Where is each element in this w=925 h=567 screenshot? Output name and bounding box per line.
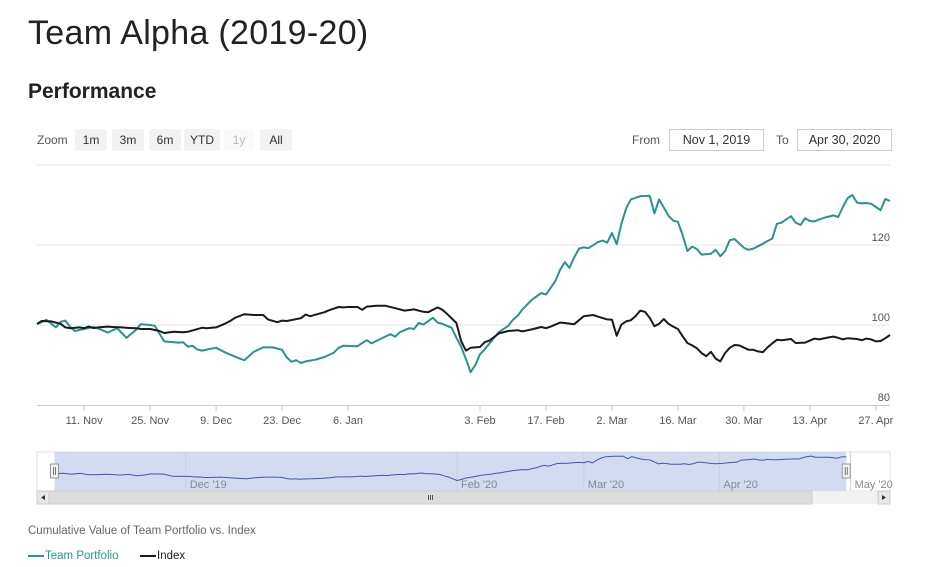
zoom-1y-button: 1y — [224, 129, 254, 151]
x-tick-label: 23. Dec — [263, 415, 301, 427]
navigator-label: Mar '20 — [588, 479, 624, 491]
y-tick-label: 80 — [878, 392, 890, 404]
x-tick-label: 16. Mar — [659, 415, 697, 427]
from-label: From — [632, 133, 660, 147]
legend-team-portfolio[interactable]: Team Portfolio — [28, 550, 119, 562]
zoom-ytd-button[interactable]: YTD — [184, 129, 220, 151]
navigator-series-line — [54, 455, 847, 482]
zoom-label: Zoom — [37, 133, 68, 147]
navigator-label: Feb '20 — [461, 479, 497, 491]
handle-body — [49, 463, 59, 479]
section-title: Performance — [28, 80, 157, 103]
scrollbar — [36, 490, 891, 505]
x-axis-ticks: 11. Nov 25. Nov 9. Dec 23. Dec 6. Jan 3. Feb 1… — [66, 405, 894, 427]
chart-series — [36, 194, 891, 374]
x-tick-label: 11. Nov — [66, 415, 104, 427]
legend-label-team: Team Portfolio — [45, 550, 119, 562]
to-label: To — [776, 133, 789, 147]
x-tick-label: 25. Nov — [131, 415, 169, 427]
zoom-all-button[interactable]: All — [260, 129, 292, 151]
x-tick-label: 13. Apr — [792, 415, 827, 427]
series-line-index — [36, 304, 891, 363]
arrow-left-icon — [41, 495, 45, 500]
x-tick-label: 9. Dec — [200, 415, 232, 427]
navigator-label: Dec '19 — [190, 479, 227, 491]
navigator: Dec '19 Feb '20 Mar '20 Apr '20 May '20 — [36, 451, 893, 492]
y-axis-ticks: 80 100 120 — [872, 232, 890, 404]
navigator-handle-left[interactable] — [49, 463, 59, 479]
legend-index[interactable]: Index — [140, 550, 185, 562]
arrow-right-icon — [882, 495, 886, 500]
x-tick-label: 2. Mar — [596, 415, 628, 427]
navigator-label: Apr '20 — [723, 479, 758, 491]
x-tick-label: 6. Jan — [333, 415, 363, 427]
zoom-3m-button[interactable]: 3m — [112, 129, 144, 151]
navigator-selected-range — [54, 452, 847, 491]
x-tick-label: 30. Mar — [725, 415, 763, 427]
legend-swatch-index — [140, 555, 156, 557]
legend-label-index: Index — [157, 550, 186, 562]
navigator-label: May '20 — [855, 479, 893, 491]
from-date-input[interactable]: Nov 1, 2019 — [669, 129, 764, 151]
x-tick-label: 17. Feb — [527, 415, 564, 427]
y-tick-label: 120 — [872, 232, 890, 244]
to-date-input[interactable]: Apr 30, 2020 — [797, 129, 892, 151]
x-tick-label: 3. Feb — [464, 415, 495, 427]
x-tick-label: 27. Apr — [858, 415, 893, 427]
navigator-handle-right[interactable] — [841, 463, 851, 479]
series-line-team-portfolio — [36, 194, 891, 374]
y-tick-label: 100 — [872, 312, 890, 324]
zoom-6m-button[interactable]: 6m — [149, 129, 181, 151]
chart-caption: Cumulative Value of Team Portfolio vs. I… — [28, 525, 256, 537]
handle-body — [841, 463, 851, 479]
legend-swatch-team — [28, 555, 44, 557]
page-title: Team Alpha (2019-20) — [28, 14, 369, 52]
zoom-1m-button[interactable]: 1m — [75, 129, 107, 151]
gridlines — [37, 164, 890, 326]
